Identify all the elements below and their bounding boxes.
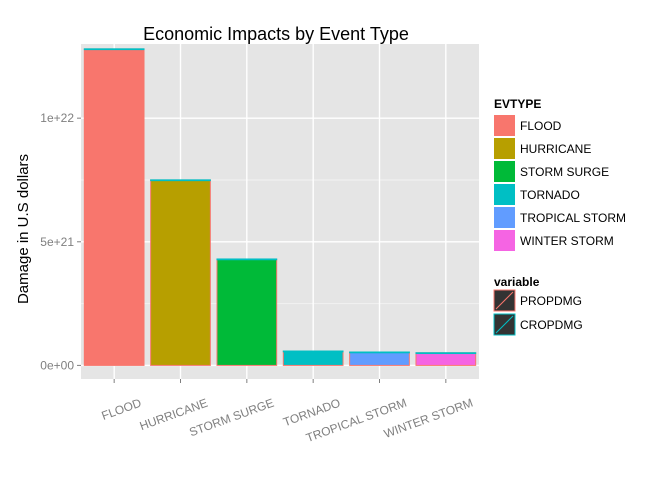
bar-storm-surge-cropdmg — [216, 258, 278, 261]
bar-hurricane-propdmg — [150, 179, 211, 366]
legend-label: PROPDMG — [520, 294, 582, 308]
legend-swatch — [494, 161, 515, 182]
bar-tropical-storm-propdmg — [349, 351, 410, 366]
y-tick-label: 1e+22 — [40, 111, 74, 125]
legend-label: TROPICAL STORM — [520, 211, 626, 225]
legend-label: FLOOD — [520, 119, 562, 133]
legend-swatch — [494, 230, 515, 251]
bars — [83, 48, 477, 366]
x-tick-label: FLOOD — [100, 396, 144, 423]
bar-winter-storm-cropdmg — [415, 352, 477, 355]
bar-winter-storm-propdmg — [415, 352, 477, 366]
chart-title: Economic Impacts by Event Type — [143, 24, 409, 44]
grid-lines — [81, 44, 479, 379]
legend-swatch — [494, 138, 515, 159]
legend-key-slash — [495, 291, 514, 310]
legend-fill-title: EVTYPE — [494, 97, 541, 111]
bar-tropical-storm-cropdmg — [349, 351, 410, 354]
legend-swatch — [494, 207, 515, 228]
legend: EVTYPE variable FLOOD HURRICANE STORM SURG… — [493, 97, 626, 336]
legend-label: HURRICANE — [520, 142, 591, 156]
bar-flood-cropdmg — [83, 48, 145, 51]
legend-label: CROPDMG — [520, 318, 583, 332]
legend-swatch — [494, 184, 515, 205]
bar-tornado-propdmg — [282, 350, 344, 366]
legend-colour-title: variable — [494, 275, 540, 289]
legend-label: TORNADO — [520, 188, 580, 202]
legend-label: WINTER STORM — [520, 234, 614, 248]
legend-swatch — [494, 115, 515, 136]
legend-key-slash — [495, 315, 514, 334]
bar-tornado-cropdmg — [282, 350, 344, 353]
plot-panel — [81, 44, 479, 379]
bar-flood-propdmg — [83, 48, 145, 366]
y-tick-label: 5e+21 — [40, 235, 74, 249]
y-axis-label: Damage in U.S dollars — [15, 154, 32, 304]
plot-background — [81, 44, 479, 379]
bar-hurricane-cropdmg — [150, 179, 211, 182]
legend-label: STORM SURGE — [520, 165, 609, 179]
bar-storm-surge-propdmg — [216, 258, 278, 366]
y-tick-label: 0e+00 — [40, 358, 74, 372]
